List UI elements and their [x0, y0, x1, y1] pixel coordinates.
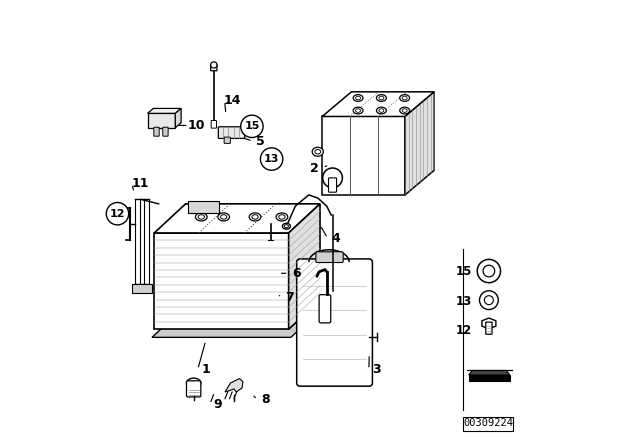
- Polygon shape: [225, 379, 243, 392]
- Text: 4: 4: [332, 232, 340, 245]
- FancyBboxPatch shape: [154, 127, 159, 136]
- FancyBboxPatch shape: [224, 137, 230, 143]
- Text: 6: 6: [292, 267, 301, 280]
- Ellipse shape: [276, 213, 288, 221]
- Ellipse shape: [402, 109, 407, 112]
- Ellipse shape: [186, 378, 201, 388]
- Polygon shape: [468, 375, 510, 381]
- Ellipse shape: [249, 213, 261, 221]
- Text: 7: 7: [285, 291, 294, 305]
- Ellipse shape: [282, 224, 291, 229]
- Text: 13: 13: [456, 294, 472, 308]
- Ellipse shape: [315, 150, 321, 154]
- FancyBboxPatch shape: [211, 121, 216, 128]
- Ellipse shape: [356, 109, 360, 112]
- Polygon shape: [482, 318, 496, 329]
- Text: 15: 15: [244, 121, 260, 131]
- Text: 3: 3: [372, 363, 381, 376]
- Polygon shape: [154, 204, 320, 233]
- Polygon shape: [323, 92, 434, 116]
- Text: 8: 8: [261, 393, 269, 406]
- Polygon shape: [175, 108, 181, 128]
- Circle shape: [483, 265, 495, 277]
- Ellipse shape: [400, 95, 410, 101]
- Circle shape: [260, 148, 283, 170]
- Polygon shape: [152, 308, 323, 337]
- Circle shape: [106, 202, 129, 225]
- Ellipse shape: [376, 107, 387, 114]
- Ellipse shape: [221, 215, 227, 219]
- Polygon shape: [132, 284, 152, 293]
- Text: 00309224: 00309224: [463, 418, 513, 428]
- FancyBboxPatch shape: [297, 259, 372, 386]
- Circle shape: [211, 62, 217, 68]
- FancyBboxPatch shape: [316, 252, 343, 263]
- Polygon shape: [289, 204, 320, 329]
- Ellipse shape: [402, 96, 407, 100]
- Ellipse shape: [353, 95, 363, 101]
- Ellipse shape: [400, 107, 410, 114]
- Text: 11: 11: [131, 177, 148, 190]
- Polygon shape: [468, 370, 510, 375]
- Text: 9: 9: [214, 397, 222, 411]
- Text: 14: 14: [224, 94, 241, 108]
- FancyBboxPatch shape: [211, 65, 217, 71]
- Ellipse shape: [218, 213, 230, 221]
- Ellipse shape: [376, 95, 387, 101]
- FancyBboxPatch shape: [163, 127, 168, 136]
- Ellipse shape: [379, 109, 384, 112]
- Polygon shape: [323, 116, 405, 195]
- Polygon shape: [188, 202, 220, 213]
- Text: 1: 1: [202, 363, 210, 376]
- Ellipse shape: [195, 213, 207, 221]
- Ellipse shape: [198, 215, 204, 219]
- Circle shape: [241, 115, 263, 138]
- Polygon shape: [148, 108, 181, 113]
- Text: 12: 12: [109, 209, 125, 219]
- Text: 13: 13: [264, 154, 279, 164]
- Ellipse shape: [312, 147, 323, 156]
- Text: 2: 2: [310, 161, 319, 175]
- FancyBboxPatch shape: [486, 322, 492, 334]
- Ellipse shape: [379, 96, 384, 100]
- FancyBboxPatch shape: [463, 417, 513, 431]
- Circle shape: [484, 296, 493, 305]
- Ellipse shape: [356, 96, 360, 100]
- Text: 15: 15: [456, 265, 472, 279]
- FancyBboxPatch shape: [319, 295, 331, 323]
- FancyBboxPatch shape: [186, 381, 201, 397]
- Circle shape: [477, 259, 500, 283]
- Circle shape: [479, 291, 499, 310]
- FancyBboxPatch shape: [328, 178, 337, 192]
- Circle shape: [323, 168, 342, 188]
- Text: 5: 5: [257, 134, 265, 148]
- FancyBboxPatch shape: [218, 127, 244, 138]
- Ellipse shape: [279, 215, 285, 219]
- Polygon shape: [148, 113, 175, 128]
- Polygon shape: [154, 233, 289, 329]
- Text: 10: 10: [188, 119, 205, 132]
- Text: 12: 12: [456, 323, 472, 337]
- Ellipse shape: [353, 107, 363, 114]
- Polygon shape: [405, 92, 434, 195]
- Ellipse shape: [284, 225, 289, 228]
- Ellipse shape: [252, 215, 258, 219]
